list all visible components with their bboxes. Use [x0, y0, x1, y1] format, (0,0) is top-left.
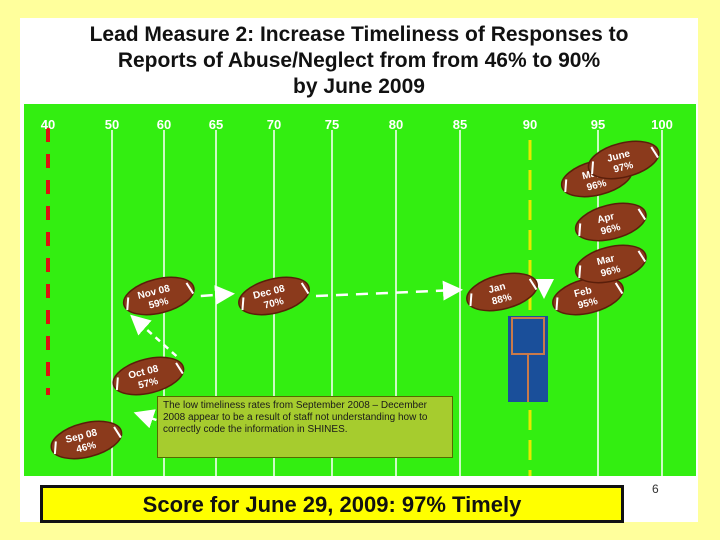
point-value-label: 96%: [600, 264, 622, 280]
point-value-label: 97%: [612, 160, 634, 176]
football-stripe: [53, 426, 122, 455]
point-value-label: 95%: [577, 296, 599, 312]
slide-title: Lead Measure 2: Increase Timeliness of R…: [20, 22, 698, 100]
point-value-label: 96%: [600, 222, 622, 238]
point-value-label: 70%: [263, 296, 285, 312]
x-tick-label: 40: [41, 117, 55, 132]
title-line-3: by June 2009: [293, 75, 425, 98]
football-stripe: [591, 146, 659, 175]
football-shape: [238, 276, 310, 316]
football-stripe: [126, 282, 195, 311]
x-tick-label: 75: [325, 117, 339, 132]
progress-arrow: [315, 280, 463, 301]
football-shape: [574, 244, 647, 284]
football-stripe: [469, 278, 538, 307]
football-stripe: [578, 208, 647, 237]
progress-arrow: [200, 285, 235, 306]
point-value-label: 96%: [586, 178, 608, 194]
point-value-label: 59%: [148, 296, 170, 312]
football-shape: [50, 420, 123, 460]
football-shape: [587, 140, 660, 180]
x-tick-label: 95: [591, 117, 605, 132]
progress-arrow: [130, 314, 178, 357]
football-stripe: [241, 282, 310, 311]
x-tick-label: 80: [389, 117, 403, 132]
score-banner: Score for June 29, 2009: 97% Timely: [40, 485, 624, 523]
point-value-label: 57%: [137, 376, 159, 392]
point-value-label: 88%: [491, 292, 513, 308]
title-line-1: Lead Measure 2: Increase Timeliness of R…: [89, 23, 629, 46]
point-month-label: Apr: [596, 211, 615, 226]
x-tick-label: 85: [453, 117, 467, 132]
title-line-2: Reports of Abuse/Neglect from from 46% t…: [117, 49, 601, 72]
football-stripe: [555, 282, 624, 311]
annotation-note: The low timeliness rates from September …: [157, 396, 453, 458]
football-stripe: [115, 362, 184, 391]
x-tick-label: 100: [651, 117, 673, 132]
x-tick-label: 60: [157, 117, 171, 132]
football-stripe: [578, 250, 647, 279]
football-shape: [466, 272, 538, 312]
point-month-label: Feb: [573, 285, 593, 300]
progress-arrow: [133, 409, 157, 429]
football-shape: [122, 276, 195, 316]
x-tick-label: 90: [523, 117, 537, 132]
point-month-label: Jan: [487, 281, 506, 296]
point-value-label: 46%: [75, 440, 97, 456]
x-tick-label: 50: [105, 117, 119, 132]
point-month-label: Mar: [596, 253, 616, 268]
x-tick-label: 70: [267, 117, 281, 132]
football-shape: [574, 202, 647, 242]
football-shape: [112, 356, 185, 396]
page-number: 6: [652, 482, 659, 496]
x-tick-label: 65: [209, 117, 223, 132]
